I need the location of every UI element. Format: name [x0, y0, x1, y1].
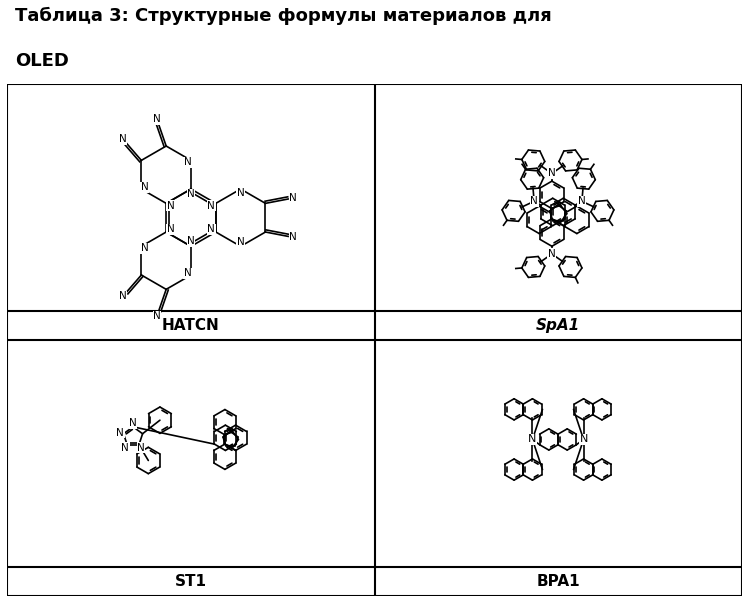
Text: N: N — [119, 134, 127, 144]
Text: N: N — [289, 232, 297, 243]
Text: N: N — [187, 189, 195, 199]
Text: N: N — [167, 201, 175, 211]
Text: N: N — [237, 237, 244, 247]
Text: N: N — [580, 435, 588, 444]
Text: N: N — [237, 188, 244, 198]
Text: N: N — [530, 196, 538, 206]
Text: HATCN: HATCN — [162, 318, 220, 333]
Text: N: N — [207, 225, 215, 234]
Text: N: N — [141, 182, 148, 192]
Text: BPA1: BPA1 — [536, 574, 580, 589]
Text: N: N — [184, 268, 192, 278]
Text: N: N — [548, 169, 556, 178]
Text: N: N — [116, 427, 124, 438]
Text: N: N — [548, 249, 556, 259]
Text: N: N — [119, 291, 127, 302]
Text: N: N — [289, 193, 297, 203]
Text: N: N — [187, 236, 195, 246]
Text: ST1: ST1 — [175, 574, 207, 589]
Text: N: N — [153, 114, 161, 125]
Text: N: N — [121, 442, 129, 453]
Text: N: N — [528, 435, 536, 444]
Text: OLED: OLED — [15, 52, 69, 70]
Text: N: N — [578, 196, 586, 206]
Text: N: N — [129, 418, 137, 429]
Text: N: N — [167, 225, 175, 234]
Text: N: N — [137, 442, 145, 453]
Text: N: N — [184, 157, 192, 167]
Text: Таблица 3: Структурные формулы материалов для: Таблица 3: Структурные формулы материало… — [15, 7, 552, 25]
Text: N: N — [153, 311, 161, 321]
Text: N: N — [141, 243, 148, 253]
Text: N: N — [207, 201, 215, 211]
Text: SpA1: SpA1 — [536, 318, 580, 333]
